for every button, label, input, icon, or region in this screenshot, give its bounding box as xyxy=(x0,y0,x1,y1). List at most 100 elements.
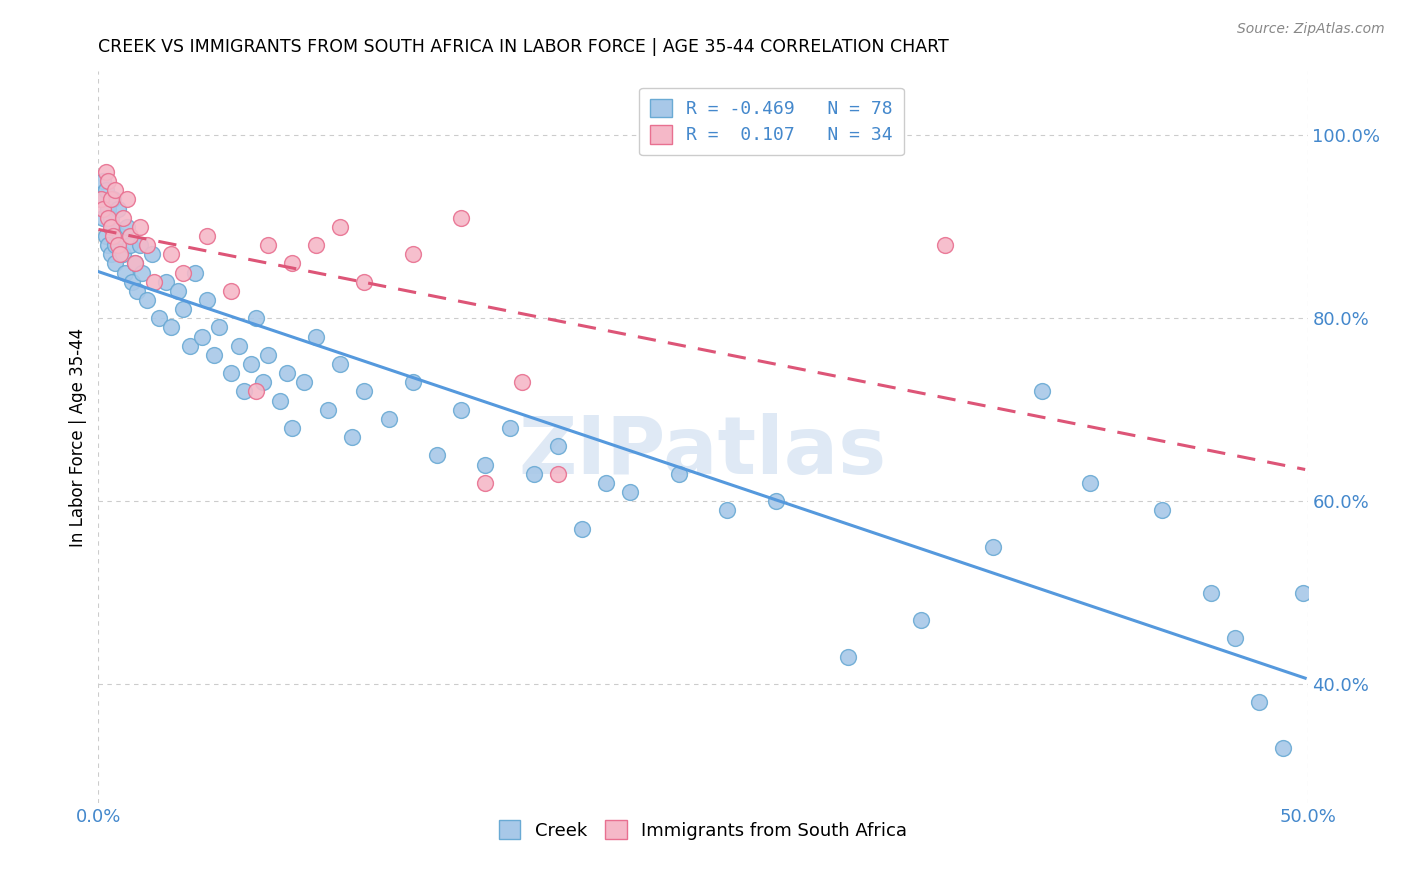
Point xyxy=(104,238,127,252)
Point xyxy=(131,266,153,280)
Point xyxy=(281,256,304,270)
Point xyxy=(910,613,932,627)
Point xyxy=(305,329,328,343)
Point xyxy=(128,238,150,252)
Point xyxy=(143,275,166,289)
Point xyxy=(281,421,304,435)
Point xyxy=(1031,384,1053,399)
Point xyxy=(305,238,328,252)
Point xyxy=(981,540,1004,554)
Point xyxy=(94,183,117,197)
Point xyxy=(167,284,190,298)
Point xyxy=(765,494,787,508)
Point xyxy=(221,284,243,298)
Point xyxy=(117,192,139,206)
Point xyxy=(121,275,143,289)
Point xyxy=(292,375,315,389)
Point xyxy=(510,375,533,389)
Point xyxy=(934,238,956,252)
Point xyxy=(1223,632,1246,646)
Text: Source: ZipAtlas.com: Source: ZipAtlas.com xyxy=(1237,22,1385,37)
Point xyxy=(239,357,262,371)
Point xyxy=(329,219,352,234)
Point xyxy=(107,238,129,252)
Point xyxy=(595,475,617,490)
Point xyxy=(127,284,149,298)
Point xyxy=(1272,740,1295,755)
Point xyxy=(94,165,117,179)
Point xyxy=(108,247,131,261)
Point xyxy=(377,412,399,426)
Point xyxy=(619,485,641,500)
Point xyxy=(353,384,375,399)
Point xyxy=(172,266,194,280)
Point xyxy=(91,202,114,216)
Point xyxy=(117,219,139,234)
Point xyxy=(94,228,117,243)
Point xyxy=(191,329,214,343)
Point xyxy=(547,467,569,481)
Point xyxy=(498,421,520,435)
Point xyxy=(353,275,375,289)
Point xyxy=(204,348,226,362)
Point xyxy=(97,174,120,188)
Point xyxy=(160,320,183,334)
Point xyxy=(208,320,231,334)
Text: CREEK VS IMMIGRANTS FROM SOUTH AFRICA IN LABOR FORCE | AGE 35-44 CORRELATION CHA: CREEK VS IMMIGRANTS FROM SOUTH AFRICA IN… xyxy=(98,38,949,56)
Point xyxy=(90,192,112,206)
Point xyxy=(179,338,201,352)
Point xyxy=(160,247,183,261)
Point xyxy=(148,311,170,326)
Point xyxy=(111,247,134,261)
Point xyxy=(118,238,141,252)
Point xyxy=(252,375,274,389)
Point xyxy=(1078,475,1101,490)
Point xyxy=(402,247,425,261)
Point xyxy=(90,192,112,206)
Point xyxy=(195,228,218,243)
Point xyxy=(269,393,291,408)
Point xyxy=(101,192,124,206)
Point xyxy=(100,211,122,225)
Point xyxy=(837,649,859,664)
Point xyxy=(474,475,496,490)
Point xyxy=(1292,585,1315,599)
Point xyxy=(100,247,122,261)
Point xyxy=(256,348,278,362)
Point xyxy=(1199,585,1222,599)
Point xyxy=(426,448,449,462)
Point xyxy=(716,503,738,517)
Point xyxy=(128,219,150,234)
Point xyxy=(256,238,278,252)
Point xyxy=(135,238,157,252)
Point xyxy=(101,228,124,243)
Point xyxy=(245,384,267,399)
Point xyxy=(101,219,124,234)
Text: ZIPatlas: ZIPatlas xyxy=(519,413,887,491)
Point xyxy=(228,338,250,352)
Point xyxy=(342,430,364,444)
Point xyxy=(329,357,352,371)
Point xyxy=(104,183,127,197)
Point xyxy=(474,458,496,472)
Point xyxy=(114,266,136,280)
Point xyxy=(232,384,254,399)
Point xyxy=(450,402,472,417)
Point xyxy=(107,202,129,216)
Point xyxy=(118,228,141,243)
Point xyxy=(221,366,243,380)
Point xyxy=(108,228,131,243)
Point xyxy=(91,174,114,188)
Point xyxy=(316,402,339,417)
Point xyxy=(97,202,120,216)
Point xyxy=(172,301,194,317)
Point xyxy=(124,256,146,270)
Point xyxy=(571,522,593,536)
Point xyxy=(104,256,127,270)
Point xyxy=(111,211,134,225)
Point xyxy=(668,467,690,481)
Point xyxy=(100,219,122,234)
Point xyxy=(195,293,218,307)
Point xyxy=(184,266,207,280)
Point xyxy=(124,256,146,270)
